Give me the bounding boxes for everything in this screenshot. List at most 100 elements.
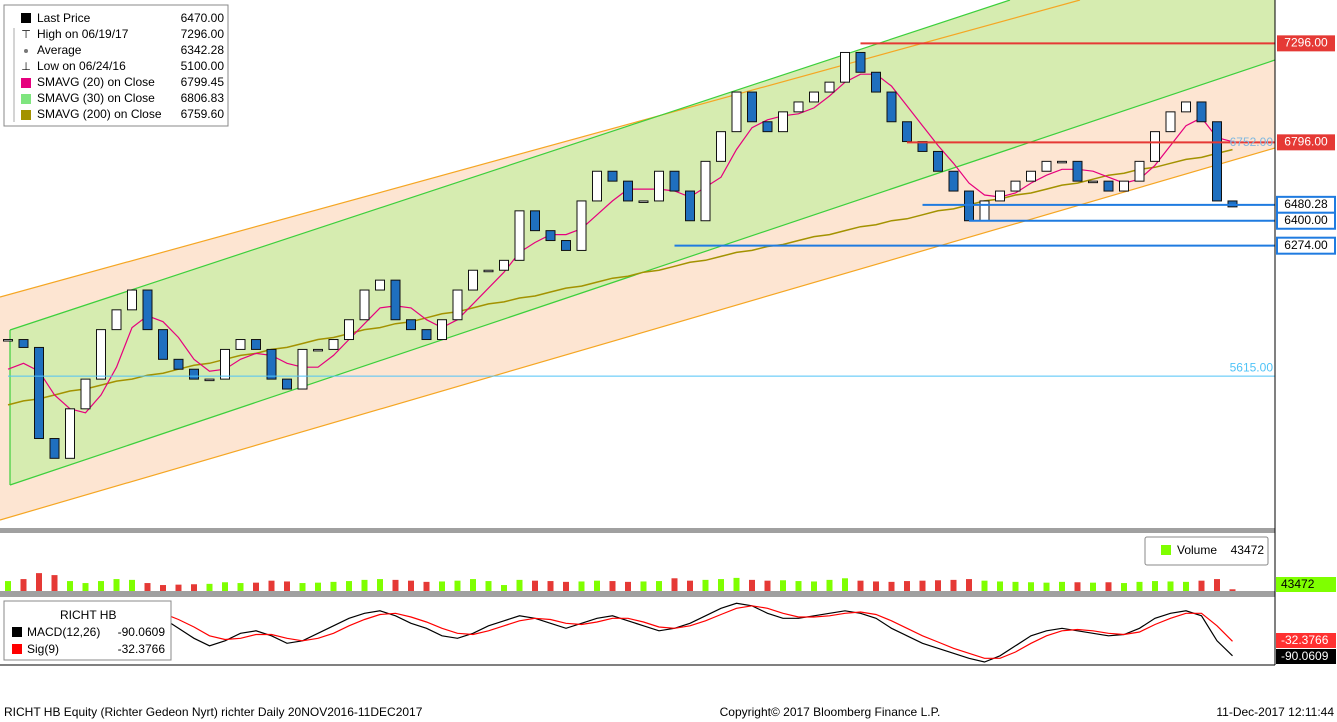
volume-bar (733, 577, 740, 591)
volume-bar (1121, 583, 1127, 591)
candle (204, 378, 215, 382)
legend-name: SMAVG (20) on Close (37, 75, 155, 89)
volume-bar (501, 585, 507, 591)
legend-name: Volume (1177, 543, 1217, 557)
legend-name: Last Price (37, 11, 91, 25)
volume-bar (1028, 582, 1034, 591)
level-label: 6480.28 (1284, 197, 1328, 211)
candle (266, 348, 277, 380)
candle (793, 101, 804, 113)
volume-bar (873, 581, 879, 591)
legend-glyph (24, 49, 28, 53)
candle (158, 329, 168, 360)
volume-bar (656, 581, 662, 591)
candle (716, 131, 726, 162)
legend-value: 6806.83 (181, 91, 225, 105)
candle (1057, 160, 1067, 164)
level-box (1277, 134, 1335, 151)
legend-name: High on 06/19/17 (37, 27, 129, 41)
volume-bar (1198, 580, 1205, 591)
candle (282, 378, 292, 390)
candle (1103, 180, 1114, 192)
candle (1041, 160, 1052, 172)
volume-bar (749, 579, 755, 591)
volume-bar (563, 581, 569, 591)
volume-bar (377, 579, 383, 591)
macd-legend: RICHT HB MACD(12,26) -90.0609 Sig(9) -32… (3, 600, 1336, 664)
volume-bar (346, 581, 352, 591)
level-label: 7296.00 (1284, 36, 1328, 50)
legend-swatch (12, 627, 22, 637)
volume-bar (888, 581, 895, 591)
candle (65, 408, 75, 459)
candle (127, 289, 137, 311)
volume-bar (718, 579, 724, 591)
volume-bar (547, 581, 554, 591)
candle (871, 71, 881, 93)
candle (809, 91, 819, 103)
level-box (1276, 211, 1336, 230)
volume-bar (113, 579, 120, 591)
level-label: 6752.00 (1230, 135, 1274, 149)
candle (886, 91, 897, 123)
candle (545, 230, 556, 242)
volume-bar (253, 582, 259, 591)
candle (220, 348, 230, 380)
candle (762, 121, 773, 133)
volume-bar (1090, 582, 1096, 591)
price-legend: ⊤ ⊥ Last Price 6470.00 High on 06/19/17 … (3, 4, 229, 127)
candle (592, 170, 602, 202)
volume-bar (144, 583, 151, 591)
legend-swatch (1161, 545, 1171, 555)
candle (1150, 131, 1160, 162)
candle (778, 111, 788, 133)
volume-bar (36, 573, 42, 591)
volume-bar (299, 583, 306, 591)
candle (685, 190, 695, 222)
candle (514, 210, 525, 261)
candle (375, 279, 385, 291)
legend-swatch (12, 644, 22, 654)
level-label: 5615.00 (1230, 360, 1274, 374)
candle (747, 91, 757, 123)
volume-bar (408, 580, 414, 591)
candle (623, 180, 633, 202)
candle (1026, 170, 1036, 182)
legend-swatch (21, 13, 31, 23)
volume-bar (315, 582, 321, 591)
legend-value: 5100.00 (181, 59, 225, 73)
volume-bar (842, 578, 848, 591)
candle (933, 150, 943, 172)
level-box (1276, 236, 1336, 255)
volume-bar (82, 583, 89, 591)
footer-center: Copyright© 2017 Bloomberg Finance L.P. (720, 705, 941, 719)
candle (96, 329, 106, 380)
volume-bar (997, 581, 1003, 591)
candle (855, 51, 866, 73)
volume-bar (966, 579, 972, 591)
legend-value: 43472 (1231, 543, 1265, 557)
last-value: -32.3766 (1281, 633, 1329, 647)
candle (189, 368, 199, 380)
candle (390, 279, 401, 321)
volume-bar (919, 580, 926, 591)
legend-name: Low on 06/24/16 (37, 59, 126, 73)
sma200-line (7, 148, 1233, 406)
volume-bar (1059, 581, 1065, 591)
volume-bar (361, 579, 368, 591)
candle (359, 289, 370, 321)
volume-bar (237, 583, 244, 591)
candle (344, 319, 354, 341)
volume-bar (981, 580, 988, 591)
volume-bar (423, 581, 430, 591)
footer-right: 11-Dec-2017 12:11:44 (1216, 705, 1334, 719)
volume-bar (67, 581, 73, 591)
volume-bar (1105, 582, 1112, 591)
legend-name: SMAVG (200) on Close (37, 107, 162, 121)
level-label: 6400.00 (1284, 213, 1328, 227)
candle (483, 269, 494, 273)
candle (1088, 180, 1098, 184)
volume-bar (811, 581, 817, 591)
legend-value: 6342.28 (181, 43, 225, 57)
legend-value: -90.0609 (118, 625, 166, 639)
